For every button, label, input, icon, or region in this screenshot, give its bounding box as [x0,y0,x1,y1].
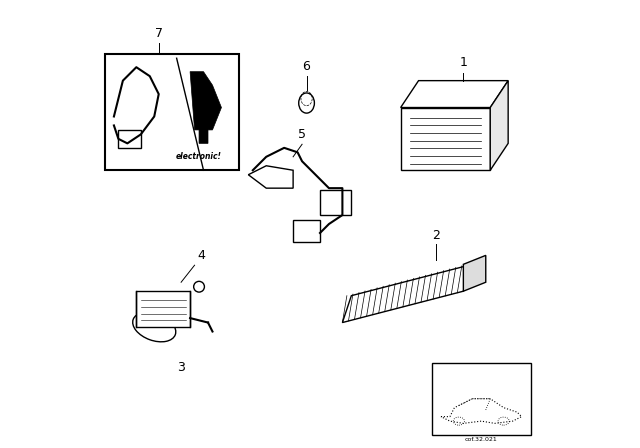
Ellipse shape [299,93,314,113]
Polygon shape [118,130,141,148]
Text: 4: 4 [197,249,205,262]
Text: cof.32.021: cof.32.021 [465,437,498,442]
Text: 6: 6 [303,60,310,73]
Text: electronic!: electronic! [176,152,222,161]
Text: 5: 5 [298,128,306,141]
Bar [432,363,531,435]
Polygon shape [401,81,508,108]
Polygon shape [401,108,490,170]
Ellipse shape [132,312,176,342]
Polygon shape [463,255,486,291]
Polygon shape [136,291,190,327]
Bar [105,54,239,170]
Text: 7: 7 [155,27,163,40]
Bar [320,190,351,215]
Bar [293,220,320,242]
Polygon shape [490,81,508,170]
Text: 2: 2 [433,229,440,242]
Text: 1: 1 [460,56,467,69]
Polygon shape [248,166,293,188]
Text: 3: 3 [177,361,185,374]
Circle shape [194,281,204,292]
Polygon shape [190,72,221,143]
Polygon shape [342,264,472,323]
